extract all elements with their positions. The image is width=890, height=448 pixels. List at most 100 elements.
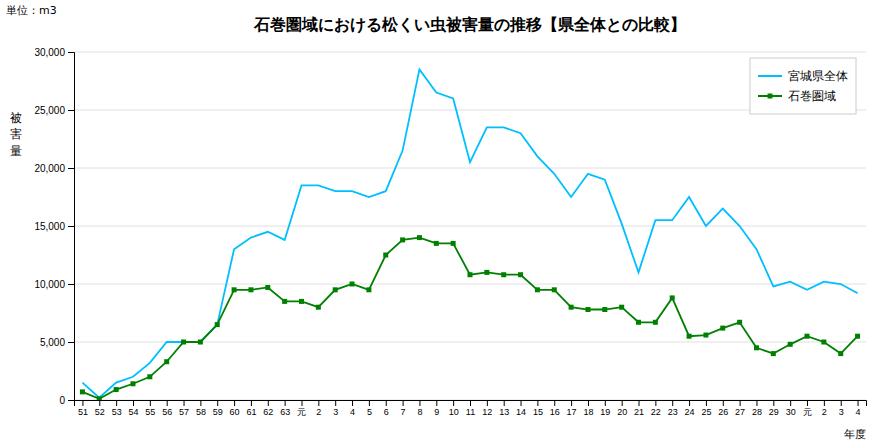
series-marker xyxy=(265,285,270,290)
x-tick-mark xyxy=(251,400,252,406)
x-tick-label: 10 xyxy=(449,407,459,417)
x-tick-mark xyxy=(622,400,623,406)
x-tick-mark xyxy=(150,400,151,406)
series-marker xyxy=(350,282,355,287)
legend-swatch xyxy=(758,75,782,77)
x-tick: 4 xyxy=(856,400,861,417)
y-axis: 05,00010,00015,00020,00025,00030,000 xyxy=(34,47,74,406)
x-tick-mark xyxy=(285,400,286,406)
x-tick: 元 xyxy=(803,400,812,417)
x-tick-label: 元 xyxy=(803,407,812,417)
x-tick-label: 18 xyxy=(583,407,593,417)
x-tick-mark xyxy=(521,400,522,406)
chart: 単位：m3石巻圏域における松くい虫被害量の推移【県全体との比較】05,00010… xyxy=(0,0,890,448)
x-tick-mark xyxy=(773,400,774,406)
series-marker xyxy=(80,389,85,394)
x-tick-label: 9 xyxy=(434,407,439,417)
x-tick: 25 xyxy=(701,400,711,417)
x-tick-label: 53 xyxy=(112,407,122,417)
x-tick-label: 15 xyxy=(533,407,543,417)
x-tick-mark xyxy=(858,400,859,406)
title: 石巻圏域における松くい虫被害量の推移【県全体との比較】 xyxy=(253,15,686,34)
x-tick-mark xyxy=(655,400,656,406)
x-tick-label: 6 xyxy=(384,407,389,417)
x-tick: 29 xyxy=(769,400,779,417)
y-tick-mark xyxy=(68,342,74,343)
x-tick-mark xyxy=(133,400,134,406)
x-tick-label: 13 xyxy=(499,407,509,417)
x-tick: 55 xyxy=(145,400,155,417)
series-marker xyxy=(114,387,119,392)
series-marker xyxy=(703,333,708,338)
x-tick-label: 16 xyxy=(550,407,560,417)
x-tick-label: 7 xyxy=(401,407,406,417)
series-marker xyxy=(501,272,506,277)
x-tick-mark xyxy=(740,400,741,406)
x-tick-label: 52 xyxy=(95,407,105,417)
x-tick-label: 30 xyxy=(786,407,796,417)
x-tick: 60 xyxy=(230,400,240,417)
y-tick: 0 xyxy=(59,395,74,406)
y-tick-mark xyxy=(68,226,74,227)
x-tick-label: 3 xyxy=(839,407,844,417)
series-marker xyxy=(400,237,405,242)
x-tick-label: 4 xyxy=(350,407,355,417)
x-tick: 6 xyxy=(384,400,389,417)
unit-label: 単位：m3 xyxy=(6,4,57,17)
x-tick-mark xyxy=(335,400,336,406)
series-marker xyxy=(754,345,759,350)
data xyxy=(80,69,860,400)
series-marker xyxy=(232,287,237,292)
grid-line xyxy=(74,168,866,169)
series-marker xyxy=(585,307,590,312)
x-tick: 15 xyxy=(533,400,543,417)
x-tick-label: 23 xyxy=(668,407,678,417)
series-marker xyxy=(771,351,776,356)
grid-line xyxy=(74,226,866,227)
x-tick: 5 xyxy=(367,400,372,417)
x-axis: 51525354555657585960616263元2345678910111… xyxy=(75,400,867,417)
x-tick: 21 xyxy=(634,400,644,417)
x-tick: 62 xyxy=(263,400,273,417)
x-tick-label: 60 xyxy=(230,407,240,417)
x-tick-mark xyxy=(82,400,83,406)
series-line xyxy=(82,238,857,399)
x-tick: 9 xyxy=(434,400,439,417)
x-tick: 56 xyxy=(162,400,172,417)
series-marker xyxy=(552,287,557,292)
series-marker xyxy=(130,381,135,386)
x-tick-label: 28 xyxy=(752,407,762,417)
x-tick-label: 54 xyxy=(128,407,138,417)
series-marker xyxy=(535,287,540,292)
x-tick-mark xyxy=(554,400,555,406)
series-marker xyxy=(248,287,253,292)
legend-swatch-marker xyxy=(768,94,773,99)
x-tick-label: 2 xyxy=(316,407,321,417)
x-tick-label: 63 xyxy=(280,407,290,417)
series-marker xyxy=(434,241,439,246)
x-tick: 59 xyxy=(213,400,223,417)
x-tick-label: 2 xyxy=(822,407,827,417)
x-tick: 54 xyxy=(128,400,138,417)
series-marker xyxy=(670,295,675,300)
x-tick-mark xyxy=(723,400,724,406)
grid-line xyxy=(74,110,866,111)
x-tick: 18 xyxy=(583,400,593,417)
x-tick-mark xyxy=(217,400,218,406)
series-marker xyxy=(720,326,725,331)
x-tick: 51 xyxy=(78,400,88,417)
series-marker xyxy=(569,305,574,310)
series-marker xyxy=(316,305,321,310)
y-axis-line xyxy=(68,53,75,401)
x-tick: 27 xyxy=(735,400,745,417)
series-marker xyxy=(282,299,287,304)
x-tick: 63 xyxy=(280,400,290,417)
x-tick-label: 25 xyxy=(701,407,711,417)
x-tick-label: 11 xyxy=(466,407,475,417)
y-tick: 30,000 xyxy=(34,47,74,58)
x-tick-label: 26 xyxy=(718,407,728,417)
x-tick-label: 22 xyxy=(651,407,661,417)
x-tick: 20 xyxy=(617,400,627,417)
x-tick-mark xyxy=(116,400,117,406)
series-marker xyxy=(417,235,422,240)
